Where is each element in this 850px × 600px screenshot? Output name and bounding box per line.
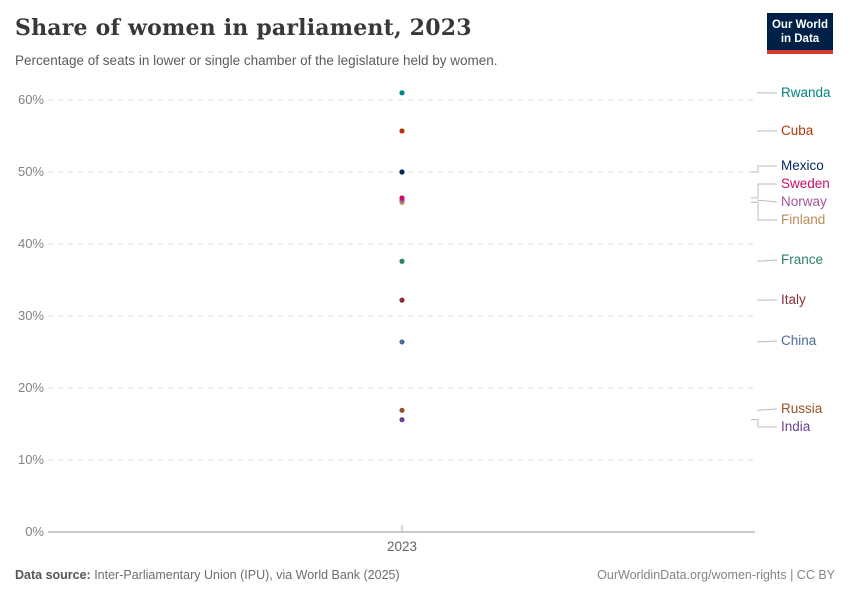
data-point-italy[interactable] — [399, 297, 405, 303]
data-point-sweden[interactable] — [399, 195, 405, 201]
y-tick-label-20: 20% — [17, 380, 44, 395]
series-label-russia[interactable]: Russia — [781, 401, 823, 416]
owid-logo-line1: Our World — [771, 19, 828, 31]
data-point-china[interactable] — [399, 339, 405, 345]
series-label-france[interactable]: France — [781, 252, 824, 267]
page-title: Share of women in parliament, 2023 — [15, 15, 472, 41]
data-point-france[interactable] — [399, 258, 405, 264]
series-label-mexico[interactable]: Mexico — [781, 158, 824, 173]
y-tick-label-30: 30% — [17, 308, 44, 323]
series-label-cuba[interactable]: Cuba — [781, 123, 814, 138]
y-tick-label-60: 60% — [17, 92, 44, 107]
series-label-china[interactable]: China — [781, 333, 817, 348]
y-tick-label-50: 50% — [17, 164, 44, 179]
connector-sweden — [751, 183, 777, 199]
series-label-finland[interactable]: Finland — [781, 212, 826, 227]
y-tick-label-0: 0% — [25, 524, 44, 539]
data-point-mexico[interactable] — [399, 169, 405, 175]
series-label-norway[interactable]: Norway — [781, 194, 827, 209]
connector-finland — [751, 201, 777, 221]
x-tick-label: 2023 — [386, 539, 418, 554]
data-source-text: Inter-Parliamentary Union (IPU), via Wor… — [90, 568, 400, 582]
connector-france — [756, 259, 778, 262]
data-point-rwanda[interactable] — [399, 90, 405, 96]
series-label-india[interactable]: India — [781, 419, 811, 434]
connector-russia — [756, 408, 778, 411]
chart-subtitle: Percentage of seats in lower or single c… — [15, 53, 498, 68]
series-label-sweden[interactable]: Sweden — [781, 176, 830, 191]
data-source-label: Data source: — [15, 568, 91, 582]
data-point-russia[interactable] — [399, 407, 405, 413]
connector-mexico — [751, 165, 777, 173]
credit-link[interactable]: OurWorldinData.org/women-rights | CC BY — [597, 568, 835, 582]
connector-china — [756, 340, 778, 343]
connector-norway — [756, 199, 778, 203]
series-label-italy[interactable]: Italy — [781, 292, 806, 307]
owid-logo-line2: in Data — [780, 33, 820, 45]
y-tick-label-40: 40% — [17, 236, 44, 251]
data-point-india[interactable] — [399, 417, 405, 423]
data-source-note: Data source: Inter-Parliamentary Union (… — [15, 568, 400, 582]
series-label-rwanda[interactable]: Rwanda — [781, 85, 831, 100]
owid-logo[interactable]: Our World in Data — [767, 13, 833, 54]
data-point-cuba[interactable] — [399, 128, 405, 134]
connector-india — [751, 419, 777, 428]
y-tick-label-10: 10% — [17, 452, 44, 467]
